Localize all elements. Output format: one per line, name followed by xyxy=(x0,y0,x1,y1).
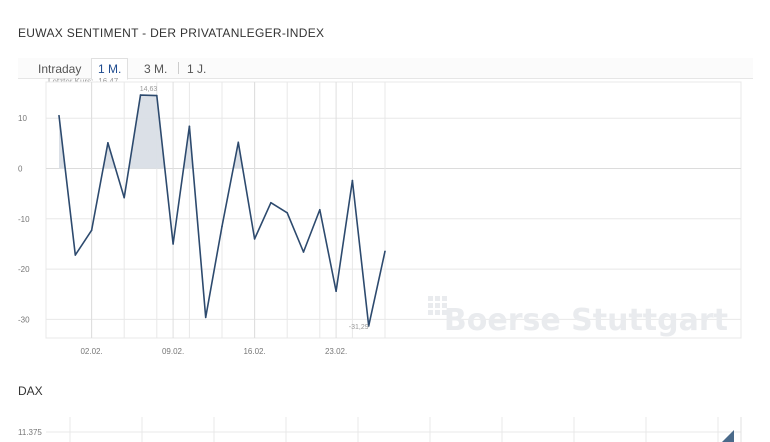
data-point xyxy=(237,141,240,144)
x-tick-label: 02.02. xyxy=(80,347,102,356)
data-point xyxy=(188,125,191,128)
data-point xyxy=(123,196,125,199)
positive-area-fill xyxy=(183,126,194,169)
watermark-logo xyxy=(435,310,440,315)
page-title: EUWAX SENTIMENT - DER PRIVATANLEGER-INDE… xyxy=(18,26,325,40)
y-tick-label: -10 xyxy=(18,215,30,224)
min-annotation: -31,29 xyxy=(349,324,369,331)
watermark-logo xyxy=(428,303,433,308)
sentiment-line-chart: 10 0 -10 -20 -30 02.02. 09.02. 16.02. 23.02. Boer… xyxy=(18,81,742,356)
watermark-logo xyxy=(442,310,447,315)
dax-y-tick-label: 11.375 xyxy=(18,428,42,437)
dax-section-title: DAX xyxy=(18,384,43,398)
data-point xyxy=(90,229,93,232)
data-point xyxy=(253,238,256,240)
watermark: Boerse Stuttgart xyxy=(444,303,728,338)
data-point xyxy=(384,250,386,253)
data-point xyxy=(367,325,370,327)
dax-area-corner xyxy=(722,430,734,442)
x-tick-label: 23.02. xyxy=(325,347,347,356)
data-point xyxy=(74,254,77,256)
y-tick-label: 0 xyxy=(18,165,23,174)
watermark-logo xyxy=(442,303,447,308)
positive-area-fill xyxy=(233,142,243,169)
max-annotation: 14,63 xyxy=(140,86,158,93)
data-point xyxy=(204,316,207,319)
data-point xyxy=(58,114,60,117)
watermark-logo xyxy=(435,303,440,308)
period-tabs: Intraday 1 M. 3 M. 1 J. xyxy=(18,58,753,80)
positive-area-fill xyxy=(103,142,116,169)
watermark-logo xyxy=(435,296,440,301)
data-point xyxy=(221,225,223,228)
data-point xyxy=(156,94,158,97)
tab-1-month[interactable]: 1 M. xyxy=(91,58,129,80)
x-tick-label: 09.02. xyxy=(162,347,184,356)
y-tick-label: -20 xyxy=(18,265,30,274)
data-point xyxy=(351,179,354,182)
data-point xyxy=(319,208,321,211)
tab-divider xyxy=(178,62,179,74)
data-point xyxy=(286,211,289,214)
data-point xyxy=(270,201,272,204)
tab-intraday[interactable]: Intraday xyxy=(38,62,82,76)
data-point xyxy=(139,94,142,96)
tab-3-months[interactable]: 3 M. xyxy=(144,62,168,76)
watermark-logo xyxy=(428,310,433,315)
x-tick-label: 16.02. xyxy=(243,347,265,356)
watermark-logo xyxy=(428,296,433,301)
data-point xyxy=(107,142,109,144)
data-point xyxy=(335,290,337,293)
tab-1-year[interactable]: 1 J. xyxy=(187,62,207,76)
plot-area xyxy=(45,81,742,339)
y-tick-label: 10 xyxy=(18,114,27,123)
watermark-logo xyxy=(442,296,447,301)
data-point xyxy=(302,251,305,253)
data-point xyxy=(172,243,174,245)
y-tick-label: -30 xyxy=(18,315,30,324)
